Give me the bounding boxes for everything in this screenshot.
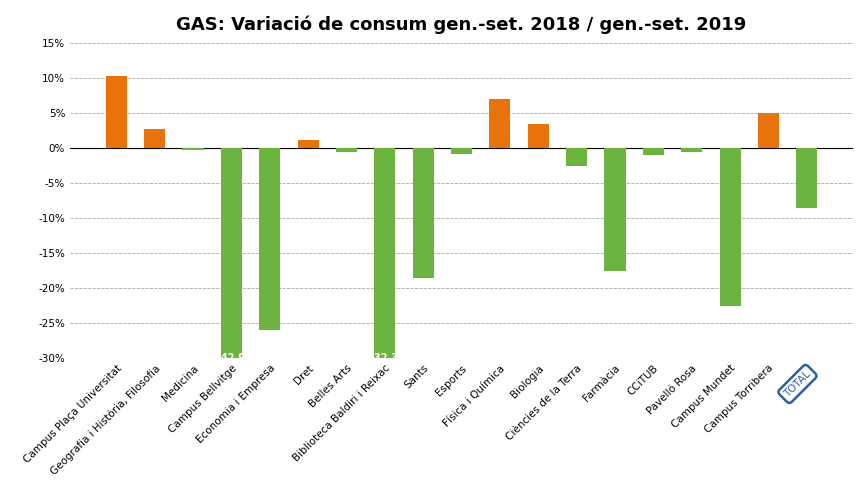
Text: TOTAL: TOTAL bbox=[782, 369, 812, 399]
Bar bbox=[106, 76, 127, 149]
Title: GAS: Variació de consum gen.-set. 2018 / gen.-set. 2019: GAS: Variació de consum gen.-set. 2018 /… bbox=[176, 15, 746, 33]
Bar bbox=[412, 149, 434, 278]
Bar bbox=[144, 129, 165, 149]
Bar bbox=[182, 149, 203, 151]
Bar bbox=[604, 149, 626, 271]
Bar bbox=[643, 149, 664, 155]
Bar bbox=[528, 124, 549, 149]
Text: -42,9: -42,9 bbox=[217, 353, 246, 363]
Bar bbox=[566, 149, 588, 166]
Bar bbox=[220, 149, 242, 358]
Bar bbox=[490, 99, 510, 149]
Bar bbox=[374, 149, 395, 358]
Bar bbox=[336, 149, 357, 152]
Bar bbox=[681, 149, 702, 152]
Bar bbox=[796, 149, 818, 208]
Bar bbox=[298, 140, 319, 149]
Bar bbox=[720, 149, 740, 306]
Bar bbox=[260, 149, 280, 330]
Bar bbox=[758, 113, 779, 149]
Text: -32,3: -32,3 bbox=[371, 353, 398, 363]
Bar bbox=[451, 149, 472, 154]
